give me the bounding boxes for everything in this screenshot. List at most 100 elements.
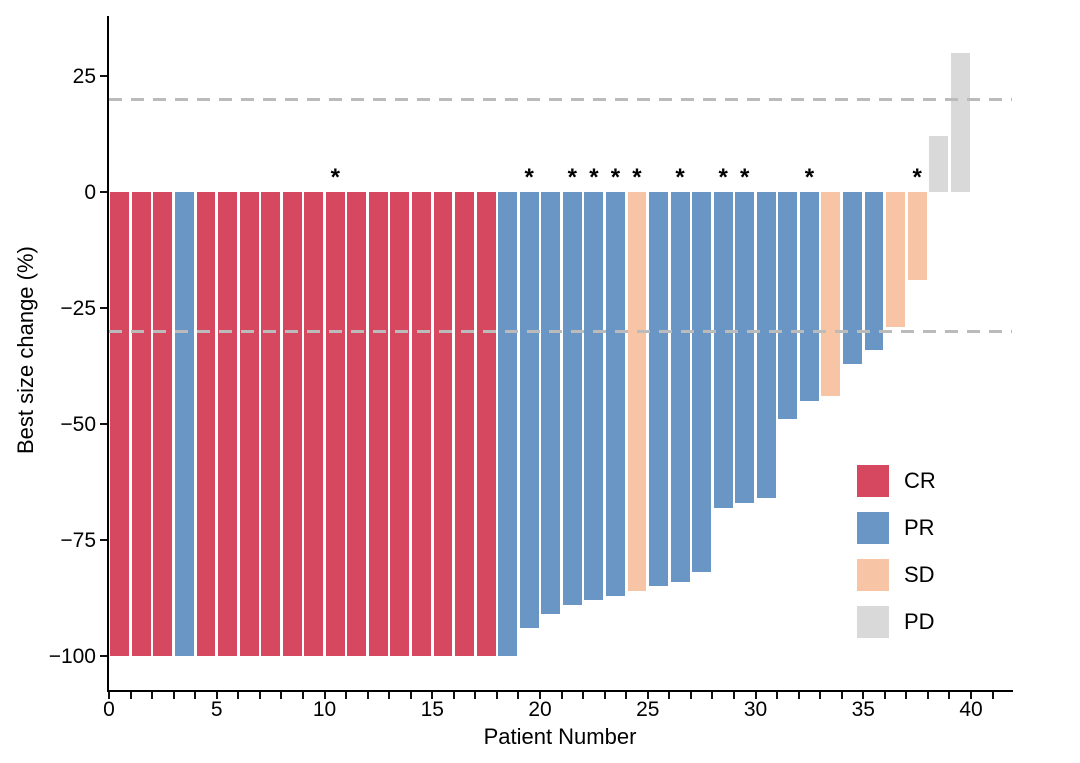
bar-patient-12 — [347, 192, 367, 656]
bar-patient-15 — [412, 192, 431, 656]
legend: CR PR SD PD — [857, 465, 936, 653]
bar-patient-18 — [476, 192, 496, 656]
legend-label-pr: PR — [904, 515, 935, 540]
x-axis-tick — [862, 692, 865, 699]
bar-patient-34 — [821, 192, 841, 397]
x-axis-tick — [194, 692, 197, 699]
legend-swatch-pr — [857, 512, 889, 544]
x-axis-tick — [905, 692, 908, 699]
bar-patient-7 — [239, 192, 259, 656]
x-axis-tick — [388, 692, 391, 699]
bar-patient-27 — [670, 192, 690, 582]
significance-asterisk-patient-23: * — [589, 164, 599, 191]
x-axis-tick — [776, 692, 779, 699]
legend-item-pr: PR — [857, 512, 936, 544]
x-axis-tick-label: 15 — [420, 698, 444, 721]
legend-item-pd: PD — [857, 606, 936, 638]
x-axis-tick — [280, 692, 283, 699]
bar-patient-24 — [605, 192, 625, 596]
bar-patient-17 — [455, 192, 475, 656]
y-axis-tick-label: −50 — [60, 412, 96, 436]
y-axis-tick-label: −100 — [48, 644, 96, 668]
legend-item-sd: SD — [857, 559, 936, 591]
x-axis-tick — [797, 692, 800, 699]
bar-patient-30 — [735, 192, 755, 503]
bar-patient-2 — [131, 192, 151, 656]
x-axis-tick — [840, 692, 843, 699]
x-axis-line — [107, 690, 1013, 692]
x-axis-tick — [668, 692, 671, 699]
x-axis-tick — [151, 692, 154, 699]
x-axis-tick — [582, 692, 585, 699]
x-axis-tick — [926, 692, 929, 699]
bar-patient-36 — [864, 192, 884, 350]
reference-line-minus30 — [109, 329, 1012, 333]
significance-asterisk-patient-33: * — [804, 164, 815, 191]
x-axis-tick — [711, 692, 714, 699]
x-axis-tick — [237, 692, 240, 699]
y-axis-tick — [100, 539, 107, 541]
bar-patient-29 — [713, 192, 733, 508]
x-axis-tick — [409, 692, 412, 699]
significance-asterisk-patient-27: * — [675, 164, 685, 191]
bar-patient-35 — [843, 192, 862, 364]
x-axis-tick — [539, 692, 541, 699]
y-axis-tick — [100, 191, 107, 193]
x-axis-tick — [732, 692, 735, 699]
bar-patient-37 — [886, 192, 906, 327]
significance-asterisk-patient-38: * — [912, 164, 922, 191]
y-axis-tick — [100, 655, 107, 657]
x-axis-tick-label: 20 — [528, 698, 552, 721]
x-axis-tick — [258, 692, 261, 699]
x-axis-tick — [625, 692, 628, 699]
bar-patient-28 — [692, 192, 712, 573]
x-axis-tick — [970, 692, 972, 699]
x-axis-tick-label: 10 — [312, 698, 337, 721]
y-axis-tick — [100, 423, 107, 425]
x-axis-title: Patient Number — [483, 724, 637, 749]
x-axis-tick — [366, 692, 369, 699]
x-axis-tick — [474, 692, 477, 699]
bar-patient-6 — [218, 192, 237, 656]
x-axis-tick-label: 30 — [743, 698, 768, 721]
legend-item-cr: CR — [857, 465, 936, 497]
bar-patient-33 — [799, 192, 819, 401]
bar-patient-22 — [562, 192, 582, 605]
bar-patient-16 — [433, 192, 453, 656]
x-axis-tick — [495, 692, 498, 699]
y-axis-tick-label: 25 — [72, 64, 96, 88]
x-axis-tick-label: 25 — [636, 698, 660, 721]
legend-swatch-cr — [857, 465, 889, 497]
y-axis-tick — [100, 307, 107, 309]
significance-asterisk-patient-11: * — [330, 164, 340, 191]
bar-patient-3 — [153, 192, 173, 656]
significance-asterisk-patient-30: * — [740, 164, 750, 191]
y-axis-tick-label: −75 — [60, 528, 96, 552]
x-axis-tick — [883, 692, 886, 699]
legend-swatch-pd — [857, 606, 889, 638]
x-axis-tick — [108, 692, 110, 699]
x-axis-tick — [172, 692, 175, 699]
x-axis-tick — [819, 692, 822, 699]
y-axis-tick-label: −25 — [60, 296, 96, 320]
x-axis-tick — [215, 692, 218, 699]
x-axis-tick — [301, 692, 304, 699]
bar-patient-9 — [282, 192, 302, 656]
significance-asterisk-patient-24: * — [610, 164, 621, 191]
x-axis-tick-label: 5 — [210, 698, 223, 721]
x-axis-tick — [323, 692, 326, 699]
bar-patient-31 — [756, 192, 776, 499]
bar-patient-40 — [950, 52, 970, 192]
x-axis-tick-label: 40 — [959, 698, 983, 721]
bar-patient-23 — [584, 192, 604, 601]
significance-asterisk-patient-25: * — [632, 164, 642, 191]
bar-patient-32 — [778, 192, 798, 420]
legend-swatch-sd — [857, 559, 889, 591]
x-axis-tick-label: 0 — [103, 698, 115, 721]
bar-patient-4 — [174, 192, 194, 656]
legend-label-cr: CR — [904, 468, 936, 493]
reference-line-plus20 — [109, 97, 1012, 101]
bar-patient-11 — [325, 192, 345, 656]
bar-patient-19 — [498, 192, 518, 656]
y-axis-tick — [100, 75, 107, 77]
